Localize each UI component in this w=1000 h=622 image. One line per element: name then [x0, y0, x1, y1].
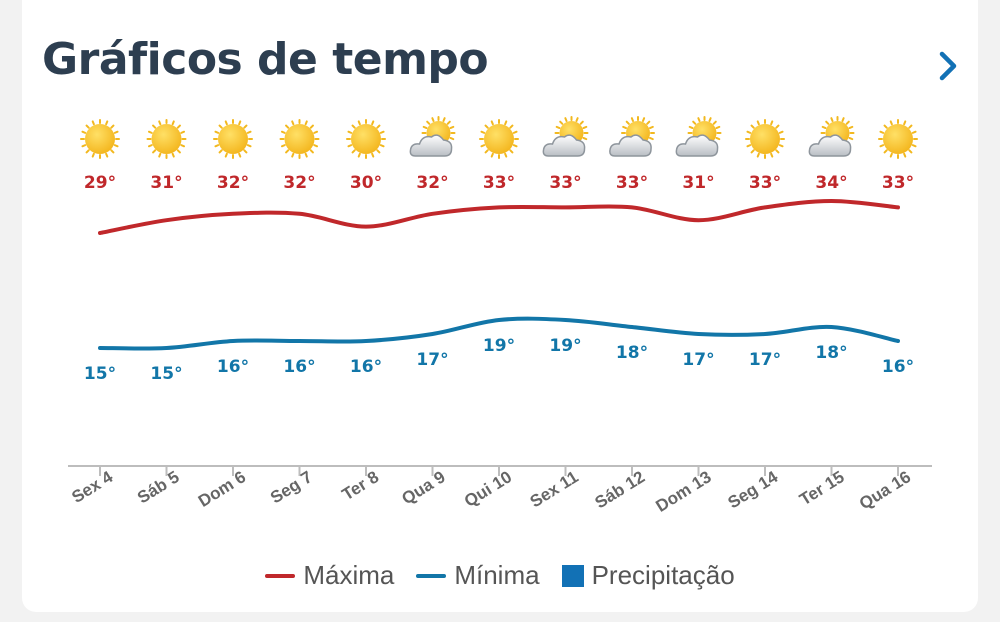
- legend-swatch-max: [265, 573, 296, 578]
- partly-cloudy-icon: [675, 116, 722, 157]
- sun-icon: [146, 119, 187, 159]
- min-temp-label: 16°: [283, 357, 315, 377]
- x-tick-label: Qua 9: [398, 467, 448, 508]
- max-temp-label: 32°: [217, 173, 249, 193]
- x-tick-label: Qua 16: [856, 467, 914, 513]
- partly-cloudy-icon: [808, 116, 855, 157]
- max-temp-label: 29°: [84, 173, 116, 193]
- sun-icon: [878, 119, 918, 159]
- sun-icon: [80, 119, 120, 159]
- partly-cloudy-icon: [542, 116, 589, 157]
- legend-swatch-precip: [561, 564, 584, 587]
- x-tick-label: Ter 8: [339, 467, 382, 504]
- sun-icon: [479, 119, 519, 159]
- x-tick-label: Qui 10: [461, 467, 515, 511]
- max-temp-label: 33°: [882, 173, 914, 193]
- x-tick-label: Dom 6: [195, 467, 249, 511]
- max-temp-label: 33°: [483, 173, 515, 193]
- min-temp-label: 15°: [150, 364, 182, 384]
- max-temp-label: 31°: [150, 173, 182, 193]
- temperature-chart: Sex 4 Sáb 5 Dom 6 Seg 7 Ter 8 Qua 9 Qui 10 Sex …: [68, 116, 932, 516]
- sun-icon: [213, 119, 253, 159]
- max-temp-label: 34°: [815, 173, 847, 193]
- min-temp-label: 19°: [483, 336, 515, 356]
- x-tick-label: Sáb 5: [134, 467, 183, 507]
- legend-item-max[interactable]: Máxima: [265, 560, 394, 591]
- x-tick-label: Dom 13: [652, 467, 714, 516]
- partly-cloudy-icon: [609, 116, 655, 157]
- x-tick-label: Ter 15: [796, 467, 847, 509]
- min-temp-label: 19°: [549, 336, 581, 356]
- min-temp-label: 16°: [217, 357, 249, 377]
- max-temp-label: 30°: [350, 173, 382, 193]
- x-tick-label: Seg 7: [267, 467, 316, 507]
- series-line-max: [98, 198, 900, 235]
- legend-label-precip: Precipitação: [591, 560, 735, 590]
- sun-icon: [346, 119, 386, 159]
- min-temp-label: 15°: [84, 364, 116, 384]
- chart-legend: Máxima Mínima Precipitação: [0, 560, 1000, 591]
- max-temp-label: 32°: [416, 173, 448, 193]
- legend-swatch-min: [416, 573, 447, 578]
- legend-item-min[interactable]: Mínima: [416, 560, 540, 591]
- page-title: Gráficos de tempo: [42, 34, 489, 85]
- min-temp-label: 16°: [350, 357, 382, 377]
- x-tick-label: Sex 11: [527, 467, 582, 511]
- max-temp-label: 31°: [682, 173, 714, 193]
- max-temp-label: 33°: [749, 173, 781, 193]
- min-temp-label: 18°: [616, 343, 648, 363]
- x-tick-label: Sáb 12: [592, 467, 649, 512]
- max-temp-label: 32°: [283, 173, 315, 193]
- legend-label-max: Máxima: [303, 560, 395, 590]
- legend-label-min: Mínima: [454, 560, 540, 590]
- x-tick-label: Seg 14: [725, 467, 782, 512]
- weather-chart-card: [22, 0, 978, 612]
- max-temp-label: 33°: [549, 173, 581, 193]
- min-temp-label: 17°: [416, 350, 448, 370]
- min-temp-label: 16°: [882, 357, 914, 377]
- min-temp-label: 17°: [682, 350, 714, 370]
- sun-icon: [279, 119, 320, 159]
- min-temp-label: 18°: [815, 343, 847, 363]
- chevron-right-icon[interactable]: [932, 48, 962, 84]
- sun-icon: [745, 119, 785, 159]
- max-temp-label: 33°: [616, 173, 648, 193]
- partly-cloudy-icon: [409, 116, 456, 157]
- x-tick-label: Sex 4: [68, 467, 116, 507]
- series-line-min: [98, 316, 900, 351]
- min-temp-label: 17°: [749, 350, 781, 370]
- legend-item-precip[interactable]: Precipitação: [561, 560, 735, 591]
